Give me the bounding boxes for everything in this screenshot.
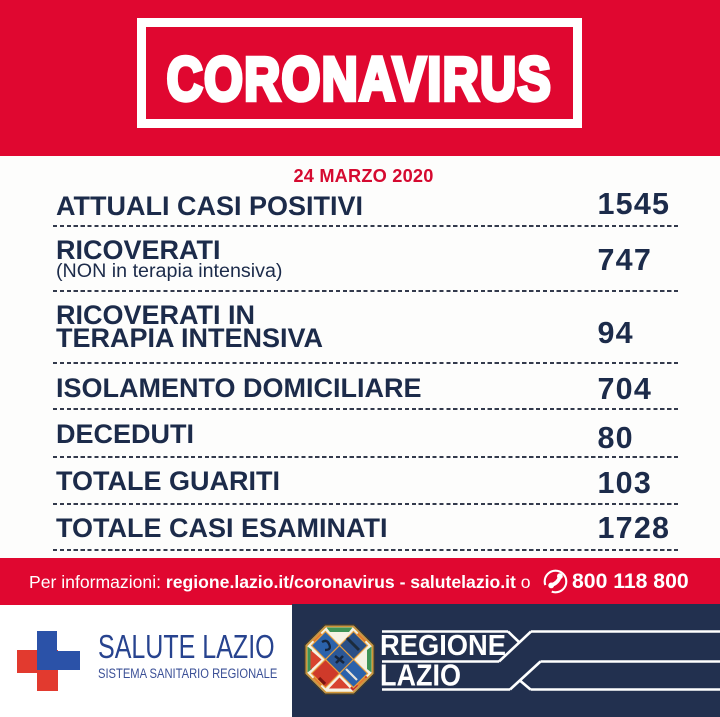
svg-text:REGIONE: REGIONE [380,630,506,662]
svg-text:LAZIO: LAZIO [380,659,461,693]
